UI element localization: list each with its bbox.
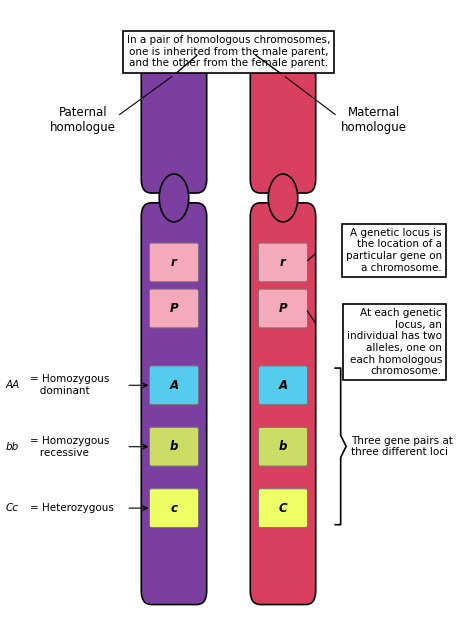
- FancyBboxPatch shape: [250, 203, 316, 605]
- FancyBboxPatch shape: [258, 243, 308, 282]
- Text: b: b: [279, 440, 287, 453]
- FancyBboxPatch shape: [149, 289, 199, 328]
- Text: C: C: [279, 502, 287, 515]
- FancyBboxPatch shape: [258, 489, 308, 528]
- FancyBboxPatch shape: [141, 203, 207, 605]
- Text: AA: AA: [6, 380, 20, 391]
- Text: A: A: [169, 379, 179, 392]
- FancyBboxPatch shape: [149, 366, 199, 405]
- FancyBboxPatch shape: [149, 489, 199, 528]
- Text: At each genetic
locus, an
individual has two
alleles, one on
each homologous
chr: At each genetic locus, an individual has…: [347, 308, 442, 376]
- Text: bb: bb: [6, 442, 19, 452]
- FancyBboxPatch shape: [149, 428, 199, 466]
- Text: In a pair of homologous chromosomes,
one is inherited from the male parent,
and : In a pair of homologous chromosomes, one…: [127, 35, 330, 68]
- Ellipse shape: [159, 174, 189, 222]
- Text: Cc: Cc: [6, 503, 19, 513]
- Text: P: P: [279, 302, 287, 315]
- Text: A: A: [278, 379, 288, 392]
- Text: Maternal
homologue: Maternal homologue: [341, 106, 407, 134]
- FancyBboxPatch shape: [258, 428, 308, 466]
- Text: r: r: [171, 256, 177, 269]
- Text: c: c: [171, 502, 177, 515]
- Ellipse shape: [268, 174, 298, 222]
- Text: r: r: [280, 256, 286, 269]
- Text: Paternal
homologue: Paternal homologue: [50, 106, 116, 134]
- Text: A genetic locus is
the location of a
particular gene on
a chromosome.: A genetic locus is the location of a par…: [346, 228, 442, 273]
- FancyBboxPatch shape: [258, 366, 308, 405]
- Text: Three gene pairs at
three different loci: Three gene pairs at three different loci: [351, 436, 453, 457]
- FancyBboxPatch shape: [258, 289, 308, 328]
- Text: = Heterozygous: = Heterozygous: [29, 503, 113, 513]
- Text: = Homozygous
   dominant: = Homozygous dominant: [29, 375, 109, 396]
- FancyBboxPatch shape: [149, 243, 199, 282]
- FancyBboxPatch shape: [250, 62, 316, 193]
- Text: P: P: [170, 302, 178, 315]
- Text: b: b: [170, 440, 178, 453]
- Text: = Homozygous
   recessive: = Homozygous recessive: [29, 436, 109, 457]
- FancyBboxPatch shape: [141, 62, 207, 193]
